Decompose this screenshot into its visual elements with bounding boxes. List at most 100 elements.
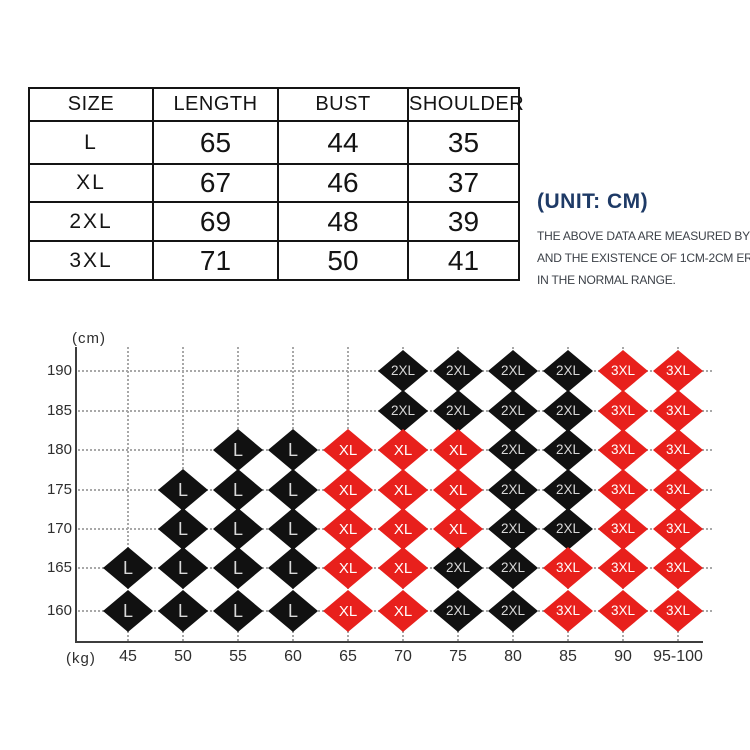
- size-marker-label: XL: [338, 481, 358, 499]
- size-marker-3xl: 3XL: [598, 547, 648, 589]
- size-marker-label: L: [287, 480, 298, 500]
- y-tick-label: 190: [46, 362, 72, 379]
- size-marker-label: 2XL: [445, 603, 471, 619]
- disclaimer-line: IN THE NORMAL RANGE.: [537, 273, 676, 287]
- size-marker-label: 3XL: [610, 403, 636, 419]
- size-marker-label: 2XL: [500, 403, 526, 419]
- size-marker-xl: XL: [378, 429, 428, 471]
- size-marker-2xl: 2XL: [488, 590, 538, 632]
- size-marker-label: XL: [393, 441, 413, 459]
- size-marker-2xl: 2XL: [433, 390, 483, 432]
- size-marker-label: L: [287, 519, 298, 539]
- size-marker-2xl: 2XL: [543, 429, 593, 471]
- size-marker-2xl: 2XL: [543, 508, 593, 550]
- size-table-container: SIZE LENGTH BUST SHOULDER L 65 44 35 XL …: [28, 87, 524, 281]
- size-value: 2XL: [28, 201, 154, 242]
- size-marker-label: XL: [393, 520, 413, 538]
- size-marker-label: 2XL: [500, 363, 526, 379]
- size-marker-label: L: [177, 519, 188, 539]
- size-marker-2xl: 2XL: [543, 350, 593, 392]
- y-tick-label: 170: [46, 520, 72, 537]
- size-marker-2xl: 2XL: [488, 469, 538, 511]
- size-marker-label: XL: [448, 520, 468, 538]
- size-marker-3xl: 3XL: [653, 547, 703, 589]
- size-marker-label: L: [287, 440, 298, 460]
- size-marker-l: L: [213, 429, 263, 471]
- size-marker-2xl: 2XL: [378, 390, 428, 432]
- size-marker-label: 3XL: [665, 482, 691, 498]
- shoulder-value: 35: [407, 120, 520, 165]
- size-marker-label: 3XL: [665, 603, 691, 619]
- x-tick-label: 50: [174, 648, 192, 665]
- x-axis-line: [75, 641, 703, 643]
- length-value: 71: [152, 240, 279, 281]
- size-marker-label: 2XL: [555, 363, 581, 379]
- size-marker-label: 3XL: [665, 521, 691, 537]
- size-marker-l: L: [268, 547, 318, 589]
- size-marker-l: L: [103, 590, 153, 632]
- size-value: L: [28, 120, 154, 165]
- disclaimer-line: THE ABOVE DATA ARE MEASURED BY HAND,: [537, 229, 750, 243]
- size-marker-label: L: [232, 601, 243, 621]
- y-tick-label: 185: [46, 402, 72, 419]
- size-marker-label: 3XL: [610, 442, 636, 458]
- bust-value: 50: [277, 240, 409, 281]
- size-marker-xl: XL: [323, 508, 373, 550]
- size-marker-label: 2XL: [555, 442, 581, 458]
- size-marker-label: L: [232, 480, 243, 500]
- size-marker-label: 2XL: [500, 603, 526, 619]
- x-tick-label: 90: [614, 648, 632, 665]
- size-marker-3xl: 3XL: [653, 590, 703, 632]
- disclaimer-line: AND THE EXISTENCE OF 1CM-2CM ERROR IS: [537, 251, 750, 265]
- size-marker-l: L: [213, 547, 263, 589]
- y-axis-unit-label: (cm): [72, 330, 106, 347]
- size-marker-l: L: [158, 508, 208, 550]
- size-marker-label: 2XL: [500, 521, 526, 537]
- column-header-bust: BUST: [277, 87, 409, 122]
- x-tick-label: 45: [119, 648, 137, 665]
- size-marker-2xl: 2XL: [488, 429, 538, 471]
- size-marker-2xl: 2XL: [433, 547, 483, 589]
- size-table-header-row: SIZE LENGTH BUST SHOULDER: [28, 87, 524, 122]
- x-tick-label: 60: [284, 648, 302, 665]
- size-marker-label: 3XL: [610, 363, 636, 379]
- size-marker-label: L: [287, 558, 298, 578]
- column-header-shoulder: SHOULDER: [407, 87, 524, 122]
- size-marker-2xl: 2XL: [378, 350, 428, 392]
- size-marker-label: 3XL: [610, 521, 636, 537]
- size-marker-label: 2XL: [500, 442, 526, 458]
- y-tick-label: 160: [46, 602, 72, 619]
- x-tick-label: 70: [394, 648, 412, 665]
- y-tick-label: 175: [46, 481, 72, 498]
- size-table: SIZE LENGTH BUST SHOULDER L 65 44 35 XL …: [28, 87, 524, 281]
- size-marker-3xl: 3XL: [598, 590, 648, 632]
- size-marker-label: XL: [393, 481, 413, 499]
- size-marker-label: 3XL: [555, 603, 581, 619]
- size-marker-label: XL: [338, 520, 358, 538]
- size-marker-3xl: 3XL: [543, 547, 593, 589]
- size-marker-label: 3XL: [610, 560, 636, 576]
- size-marker-l: L: [158, 547, 208, 589]
- size-marker-l: L: [103, 547, 153, 589]
- size-marker-label: 3XL: [665, 363, 691, 379]
- size-marker-label: 2XL: [445, 560, 471, 576]
- size-marker-label: 3XL: [555, 560, 581, 576]
- size-marker-2xl: 2XL: [433, 350, 483, 392]
- size-marker-2xl: 2XL: [488, 390, 538, 432]
- shoulder-value: 39: [407, 201, 520, 242]
- size-marker-xl: XL: [433, 508, 483, 550]
- table-row: XL 67 46 37: [28, 163, 520, 203]
- size-marker-xl: XL: [378, 469, 428, 511]
- column-header-length: LENGTH: [152, 87, 279, 122]
- size-marker-label: XL: [338, 559, 358, 577]
- column-header-size: SIZE: [28, 87, 154, 122]
- size-marker-label: XL: [393, 559, 413, 577]
- table-row: 3XL 71 50 41: [28, 240, 520, 281]
- x-tick-label: 65: [339, 648, 357, 665]
- measurement-disclaimer: THE ABOVE DATA ARE MEASURED BY HAND, AND…: [537, 225, 750, 291]
- size-marker-3xl: 3XL: [653, 469, 703, 511]
- table-row: 2XL 69 48 39: [28, 201, 520, 242]
- y-axis-line: [75, 347, 77, 643]
- length-value: 69: [152, 201, 279, 242]
